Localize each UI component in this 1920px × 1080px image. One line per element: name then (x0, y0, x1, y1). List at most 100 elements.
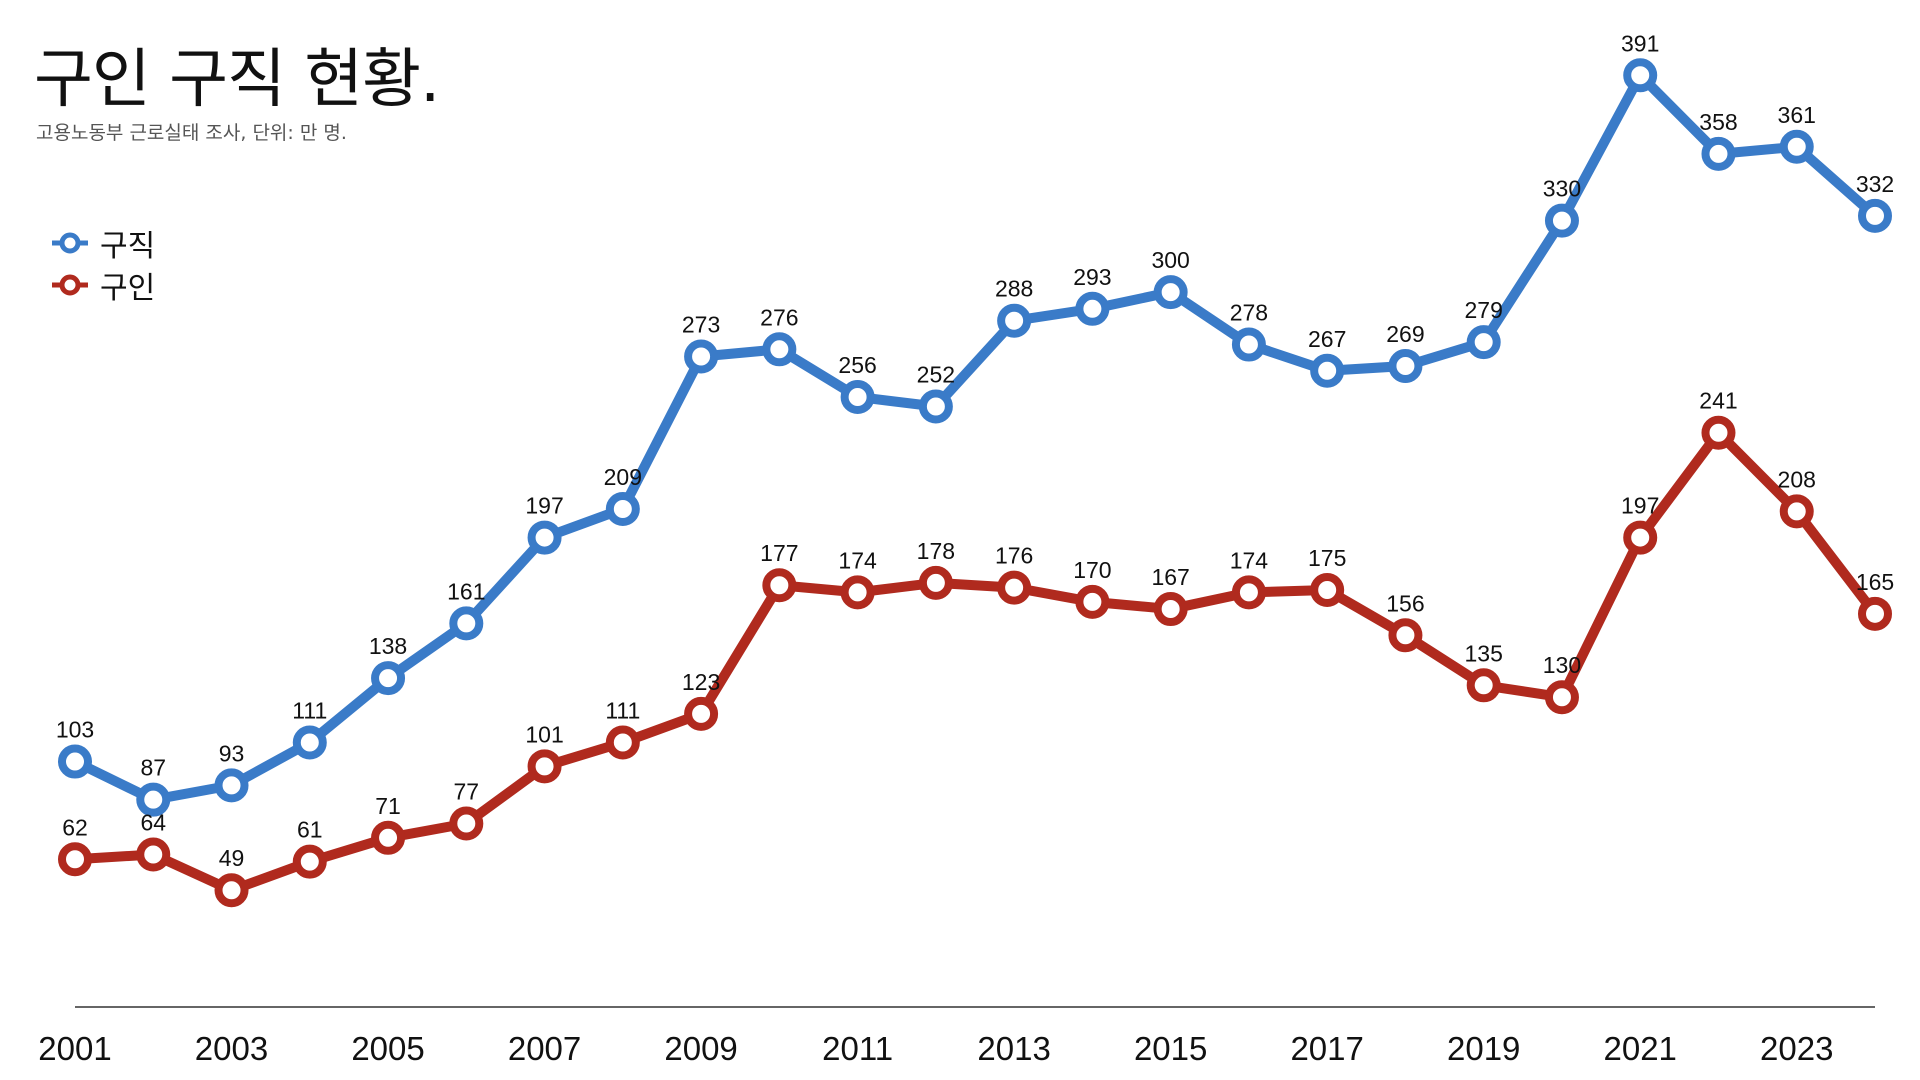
data-label-job-openings: 111 (605, 697, 640, 723)
data-label-job-seekers: 111 (292, 697, 327, 723)
data-label-job-seekers: 267 (1308, 326, 1346, 352)
data-point-job-openings (371, 820, 406, 855)
data-label-job-seekers: 197 (525, 493, 563, 519)
data-label-job-seekers: 269 (1386, 321, 1424, 347)
series-line-job-seekers (70, 70, 1880, 805)
data-label-job-seekers: 93 (219, 740, 245, 766)
data-label-job-seekers: 209 (604, 464, 642, 490)
data-point-job-seekers (1153, 275, 1188, 310)
data-point-job-seekers (371, 661, 406, 696)
data-point-job-openings (840, 575, 875, 610)
x-tick-label: 2015 (1134, 1030, 1207, 1067)
data-point-job-openings (1779, 494, 1814, 529)
x-tick-label: 2005 (351, 1030, 424, 1067)
data-point-job-seekers (1858, 198, 1892, 233)
legend-item-job-openings: 구인 (52, 264, 155, 306)
data-point-job-seekers (527, 520, 562, 555)
data-label-job-openings: 174 (838, 547, 877, 573)
data-point-job-openings (1544, 680, 1579, 715)
data-label-job-seekers: 361 (1778, 102, 1816, 128)
data-label-job-seekers: 161 (447, 578, 485, 604)
data-label-job-openings: 178 (917, 538, 955, 564)
data-point-job-seekers (1544, 203, 1579, 238)
x-tick-labels: 2001 2003 2005 2007 2009 2011 2013 2015 2017 2019… (38, 1030, 1833, 1067)
x-tick-label: 2001 (38, 1030, 111, 1067)
data-label-job-openings: 156 (1386, 590, 1424, 616)
value-labels: 103 87 93 111 138 161 197 209 273 276 256 252 288 293… (56, 30, 1894, 871)
x-tick-label: 2023 (1760, 1030, 1833, 1067)
x-tick-label: 2009 (664, 1030, 737, 1067)
data-label-job-openings: 123 (682, 669, 720, 695)
data-label-job-seekers: 300 (1151, 247, 1189, 273)
data-label-job-openings: 177 (760, 540, 798, 566)
data-point-job-openings (214, 873, 249, 908)
data-label-job-seekers: 87 (140, 755, 166, 781)
data-label-job-seekers: 252 (917, 362, 955, 388)
data-point-job-seekers (605, 491, 640, 526)
chart-legend: 구직 구인 (52, 222, 155, 306)
data-label-job-seekers: 138 (369, 633, 407, 659)
legend-marker-job-openings (52, 274, 88, 296)
data-label-job-seekers: 358 (1699, 109, 1737, 135)
data-point-job-seekers (1388, 348, 1423, 383)
data-label-job-seekers: 276 (760, 304, 798, 330)
data-label-job-openings: 241 (1699, 388, 1737, 414)
data-point-job-seekers (136, 782, 171, 817)
data-point-job-seekers (1075, 291, 1110, 326)
data-label-job-openings: 135 (1465, 640, 1503, 666)
data-label-job-openings: 175 (1308, 545, 1346, 571)
data-label-job-seekers: 256 (838, 352, 876, 378)
data-point-job-seekers (1231, 327, 1266, 362)
data-point-job-openings (449, 806, 484, 841)
data-point-job-openings (1075, 584, 1110, 619)
data-label-job-seekers: 273 (682, 311, 720, 337)
data-label-job-openings: 77 (454, 779, 480, 805)
x-tick-label: 2007 (508, 1030, 581, 1067)
data-label-job-openings: 71 (375, 793, 401, 819)
chart-subtitle: 고용노동부 근로실태 조사, 단위: 만 명. (36, 122, 347, 144)
legend-label-job-openings: 구인 (100, 271, 156, 306)
x-tick-label: 2013 (977, 1030, 1050, 1067)
data-label-job-openings: 176 (995, 543, 1033, 569)
data-point-job-seekers (214, 768, 249, 803)
legend-label-job-seekers: 구직 (100, 229, 156, 264)
data-point-job-openings (918, 565, 953, 600)
x-tick-label: 2011 (822, 1030, 893, 1067)
data-point-job-seekers (1310, 353, 1345, 388)
data-label-job-openings: 101 (525, 721, 563, 747)
data-point-job-openings (1466, 668, 1501, 703)
data-label-job-seekers: 279 (1465, 297, 1503, 323)
x-tick-label: 2021 (1604, 1030, 1677, 1067)
data-label-job-seekers: 330 (1543, 176, 1581, 202)
data-point-job-seekers (1779, 129, 1814, 164)
data-point-job-openings (997, 570, 1032, 605)
data-point-job-seekers (684, 339, 719, 374)
legend-marker-job-seekers (52, 232, 88, 254)
data-point-job-openings (58, 842, 92, 877)
data-point-job-seekers (1701, 136, 1736, 171)
series-job-seekers (58, 58, 1892, 817)
legend-item-job-seekers: 구직 (52, 222, 155, 264)
data-label-job-openings: 64 (140, 809, 166, 835)
data-point-job-openings (1701, 415, 1736, 450)
data-point-job-seekers (997, 303, 1032, 338)
chart-title: 구인 구직 현황. (34, 43, 440, 117)
data-label-job-openings: 174 (1230, 547, 1269, 573)
data-point-job-openings (605, 725, 640, 760)
data-point-job-openings (1153, 592, 1188, 627)
data-label-job-openings: 61 (297, 817, 323, 843)
data-point-job-openings (1310, 572, 1345, 607)
data-point-job-seekers (58, 744, 92, 779)
data-label-job-openings: 208 (1778, 466, 1816, 492)
data-label-job-openings: 130 (1543, 652, 1581, 678)
data-label-job-seekers: 391 (1621, 30, 1659, 56)
data-label-job-seekers: 103 (56, 717, 94, 743)
data-label-job-openings: 62 (62, 814, 88, 840)
data-point-job-openings (1231, 575, 1266, 610)
data-label-job-seekers: 288 (995, 276, 1033, 302)
data-point-job-openings (1623, 520, 1658, 555)
x-tick-label: 2019 (1447, 1030, 1520, 1067)
data-point-job-openings (292, 844, 327, 879)
data-point-job-openings (136, 837, 171, 872)
